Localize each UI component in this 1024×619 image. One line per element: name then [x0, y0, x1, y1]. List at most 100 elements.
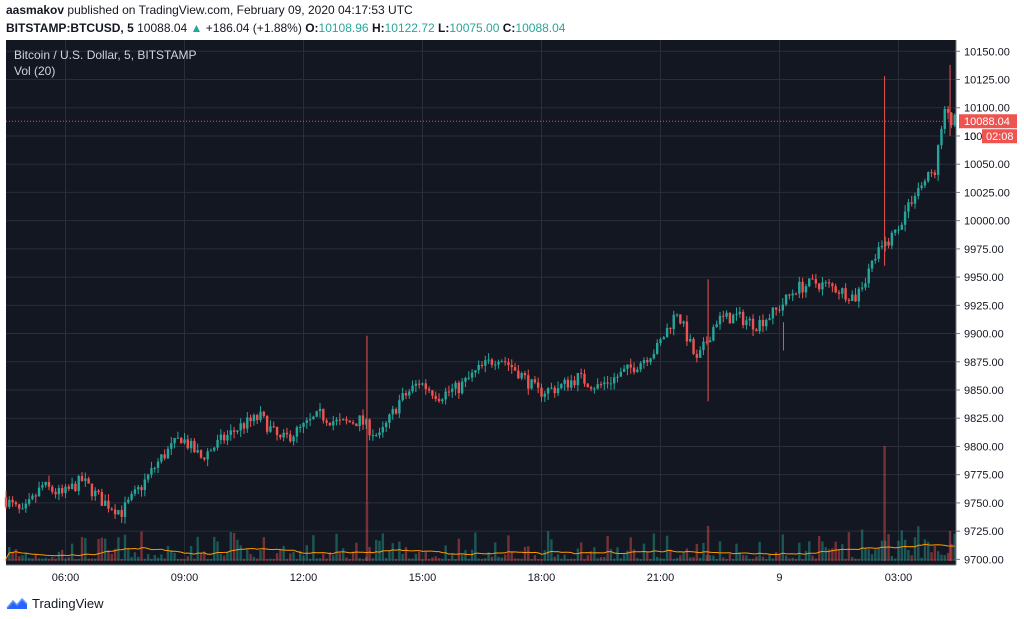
candle-body — [51, 486, 54, 492]
tradingview-logo[interactable]: TradingView — [6, 595, 104, 611]
volume-bar — [457, 538, 461, 561]
candle-body — [579, 373, 583, 375]
candle-body — [745, 320, 748, 326]
author-name[interactable]: aasmakov — [6, 3, 65, 17]
volume-bar — [745, 555, 748, 561]
volume-bar — [652, 533, 656, 561]
candle-body — [748, 318, 751, 321]
candle-body — [893, 229, 897, 233]
volume-bar — [662, 558, 665, 561]
volume-bar — [857, 558, 861, 561]
volume-bar — [603, 557, 606, 561]
volume-bar — [414, 553, 418, 561]
candle-body — [510, 364, 513, 368]
volume-bar — [140, 531, 143, 561]
volume-bar — [903, 539, 907, 561]
x-tick-label: 12:00 — [290, 572, 318, 584]
volume-bar — [272, 558, 275, 561]
plot-area[interactable] — [6, 40, 956, 565]
candle-body — [917, 187, 920, 197]
candle-body — [37, 487, 41, 497]
volume-bar — [34, 554, 37, 561]
candle-body — [47, 481, 51, 487]
candle-body — [791, 293, 794, 296]
candle-body — [348, 420, 351, 423]
price-chart[interactable]: 9700.00 9725.00 9750.00 9775.00 9800.00 9825.… — [0, 40, 1024, 588]
volume-bar — [520, 558, 523, 561]
candle-body — [451, 388, 454, 392]
volume-bar — [213, 536, 216, 561]
y-tick-label: 9700.00 — [964, 554, 1004, 566]
candle-body — [292, 436, 295, 442]
candle-body — [689, 338, 692, 342]
volume-bar — [755, 556, 758, 561]
volume-bar — [341, 548, 345, 561]
volume-bar — [573, 558, 576, 561]
candle-body — [308, 419, 312, 421]
volume-bar — [408, 558, 411, 561]
volume-bar — [441, 558, 444, 561]
volume-bar — [424, 551, 427, 561]
volume-bar — [417, 551, 421, 561]
candle-body — [741, 311, 745, 326]
volume-bar — [927, 541, 930, 561]
volume-bar — [910, 555, 913, 561]
candle-body — [880, 245, 884, 248]
volume-bar — [120, 558, 123, 561]
candle-body — [156, 461, 160, 468]
candle-body — [527, 375, 530, 389]
candle-body — [355, 423, 358, 427]
volume-bar — [312, 535, 315, 561]
candle-body — [702, 341, 705, 351]
volume-bar — [953, 533, 956, 561]
volume-bar — [470, 549, 474, 561]
open-label: O: — [305, 21, 319, 35]
candle-body — [384, 422, 388, 428]
volume-bar — [348, 558, 351, 561]
candle-body — [738, 311, 742, 315]
volume-bar — [107, 550, 110, 561]
volume-bar — [474, 532, 477, 561]
candle-body — [27, 499, 31, 504]
candle-body — [718, 315, 722, 325]
low-label: L: — [438, 21, 450, 35]
candle-body — [341, 419, 345, 421]
candle-body — [629, 364, 632, 368]
volume-bar — [232, 533, 236, 561]
volume-bar — [196, 536, 199, 561]
candle-body — [196, 450, 199, 453]
candle-body — [398, 400, 401, 414]
candle-body — [583, 373, 586, 384]
candle-body — [781, 304, 784, 311]
candle-body — [841, 288, 844, 294]
volume-bar — [854, 558, 857, 561]
candle-body — [814, 279, 818, 284]
volume-bar — [507, 535, 510, 561]
volume-bar — [160, 554, 163, 561]
volume-bar — [404, 547, 408, 561]
volume-bar — [431, 557, 434, 561]
candle-body — [927, 172, 930, 182]
candle-body — [824, 282, 827, 284]
volume-bar — [285, 558, 289, 561]
candle-body — [77, 476, 80, 491]
volume-bar — [920, 557, 923, 561]
volume-bar — [193, 558, 196, 561]
candle-body — [903, 211, 907, 225]
candle-body — [771, 307, 775, 319]
price-axis[interactable]: 9700.00 9725.00 9750.00 9775.00 9800.00 9825.… — [955, 40, 1010, 566]
candle-body — [60, 487, 64, 494]
candle-body — [570, 380, 573, 388]
y-tick-label: 9900.00 — [964, 329, 1004, 341]
candle-body — [662, 337, 665, 340]
volume-bar — [523, 546, 527, 561]
candle-body — [272, 426, 275, 428]
candle-body — [74, 483, 77, 491]
candle-body — [936, 145, 940, 175]
volume-bar — [249, 553, 252, 561]
candle-body — [84, 478, 87, 481]
volume-bar — [70, 543, 74, 561]
candle-body — [946, 108, 950, 113]
volume-bar — [275, 553, 279, 561]
time-axis[interactable]: 06:00 09:00 12:00 15:00 18:00 21:00 9 03:00 — [6, 564, 956, 584]
